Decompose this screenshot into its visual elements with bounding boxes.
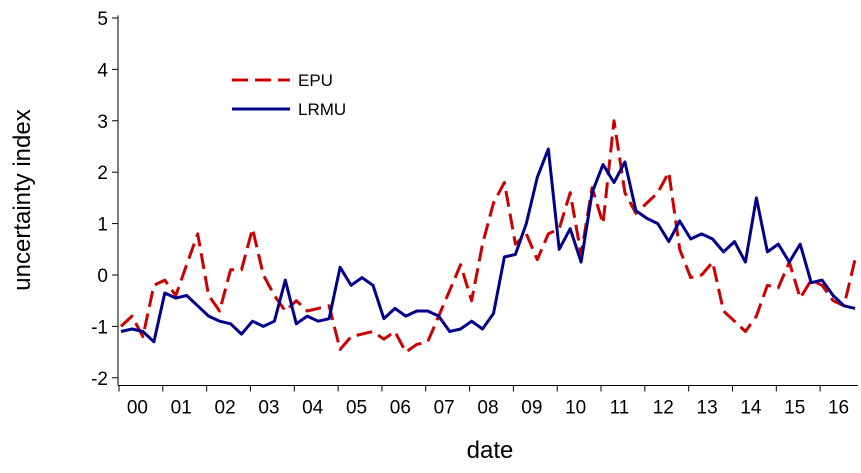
x-tick-label: 16: [828, 398, 849, 419]
x-tick-label: 05: [346, 398, 367, 419]
y-tick-label: 3: [97, 112, 108, 133]
series-line: [119, 119, 857, 354]
y-tick-label: 2: [97, 163, 108, 184]
y-tick-label: 5: [97, 9, 108, 30]
y-axis-title: uncertainty index: [9, 109, 36, 290]
x-tick-label: 03: [258, 398, 279, 419]
x-tick-label: 09: [521, 398, 542, 419]
x-tick-label: 13: [697, 398, 718, 419]
y-tick-label: 0: [97, 266, 108, 287]
legend-label: LRMU: [298, 100, 346, 119]
x-tick-label: 04: [302, 398, 324, 419]
series-line: [120, 147, 856, 344]
y-tick-label: 1: [97, 215, 108, 236]
y-tick-label: -1: [91, 317, 108, 338]
x-tick-label: 07: [434, 398, 455, 419]
y-tick-label: -2: [91, 369, 108, 390]
x-tick-label: 02: [215, 398, 236, 419]
x-tick-label: 00: [127, 398, 148, 419]
legend-label: EPU: [298, 71, 333, 90]
x-axis-title: date: [467, 437, 514, 464]
y-tick-label: 4: [97, 60, 108, 81]
x-tick-label: 06: [390, 398, 411, 419]
x-tick-label: 14: [740, 398, 762, 419]
x-tick-label: 08: [477, 398, 498, 419]
x-tick-label: 10: [565, 398, 586, 419]
x-tick-label: 11: [610, 398, 630, 419]
x-tick-label: 15: [784, 398, 805, 419]
x-tick-label: 01: [171, 398, 192, 419]
x-tick-label: 12: [653, 398, 674, 419]
